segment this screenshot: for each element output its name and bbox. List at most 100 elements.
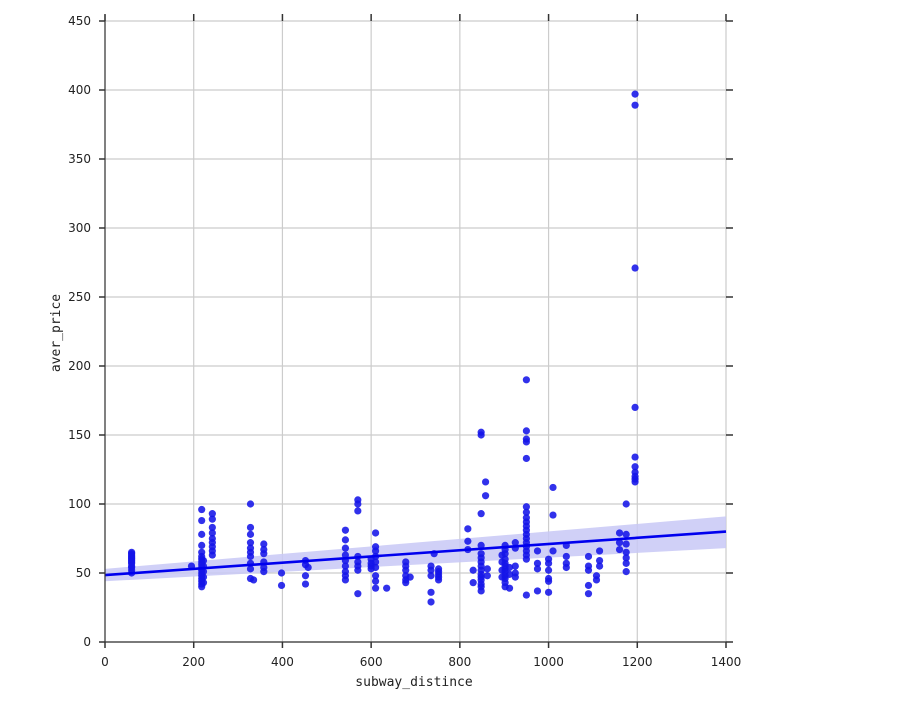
data-point bbox=[522, 438, 530, 446]
y-tick-label: 400 bbox=[68, 83, 91, 97]
data-point bbox=[592, 576, 601, 584]
data-point bbox=[631, 90, 639, 98]
regression-line-path bbox=[104, 530, 727, 577]
data-point bbox=[481, 492, 490, 500]
data-points bbox=[128, 90, 639, 606]
y-tick-label: 50 bbox=[76, 566, 91, 580]
data-point bbox=[402, 579, 410, 587]
y-axis-ticks: 0 50 100 150 200 250 300 350 400 450 bbox=[68, 14, 733, 649]
data-point bbox=[354, 507, 362, 515]
y-tick-label: 200 bbox=[68, 359, 91, 373]
x-tick-label: 600 bbox=[360, 655, 383, 669]
data-point bbox=[246, 523, 255, 532]
data-point bbox=[549, 547, 557, 555]
data-point bbox=[501, 550, 509, 558]
data-point bbox=[199, 573, 208, 581]
data-point bbox=[477, 541, 485, 550]
data-point bbox=[477, 587, 485, 595]
data-point bbox=[549, 511, 557, 519]
data-point bbox=[477, 510, 485, 518]
data-point bbox=[260, 550, 268, 558]
grid-lines bbox=[104, 20, 727, 643]
data-point bbox=[354, 590, 362, 598]
data-point bbox=[301, 580, 310, 588]
data-point bbox=[246, 500, 255, 508]
data-point bbox=[549, 483, 557, 492]
data-point bbox=[341, 562, 350, 570]
data-point bbox=[402, 566, 410, 574]
data-point bbox=[522, 591, 530, 599]
x-axis-ticks: 0 200 400 600 800 1000 1200 1400 bbox=[101, 14, 741, 669]
data-point bbox=[595, 562, 604, 570]
data-point bbox=[208, 515, 216, 523]
data-point bbox=[246, 552, 255, 561]
data-point bbox=[427, 588, 435, 596]
data-point bbox=[533, 587, 542, 595]
x-tick-label: 1200 bbox=[622, 655, 653, 669]
data-point bbox=[522, 508, 530, 516]
x-axis-label: subway_distince bbox=[355, 675, 473, 690]
data-point bbox=[511, 562, 519, 570]
data-point bbox=[533, 559, 542, 567]
data-point bbox=[505, 563, 514, 572]
data-point bbox=[371, 558, 380, 566]
x-tick-label: 1000 bbox=[533, 655, 564, 669]
data-point bbox=[544, 577, 553, 585]
data-point bbox=[208, 529, 216, 537]
x-tick-label: 200 bbox=[182, 655, 205, 669]
data-point bbox=[434, 576, 443, 584]
data-point bbox=[595, 556, 604, 565]
data-point bbox=[631, 478, 639, 486]
data-point bbox=[631, 101, 639, 109]
data-point bbox=[615, 529, 624, 537]
data-point bbox=[533, 547, 542, 555]
data-point bbox=[354, 566, 362, 574]
data-point bbox=[483, 565, 491, 573]
data-point bbox=[246, 565, 255, 573]
data-point bbox=[371, 577, 380, 585]
confidence-band-area bbox=[105, 516, 726, 582]
y-tick-label: 0 bbox=[83, 635, 91, 649]
data-point bbox=[427, 566, 435, 574]
data-point bbox=[631, 463, 639, 471]
data-point bbox=[464, 537, 472, 545]
data-point bbox=[304, 563, 312, 572]
data-point bbox=[631, 403, 639, 411]
data-point bbox=[622, 530, 630, 538]
data-point bbox=[631, 264, 639, 272]
data-point bbox=[615, 539, 624, 547]
data-point bbox=[584, 581, 593, 590]
x-tick-label: 800 bbox=[448, 655, 471, 669]
y-tick-label: 300 bbox=[68, 221, 91, 235]
data-point bbox=[481, 478, 490, 486]
x-tick-label: 400 bbox=[271, 655, 294, 669]
y-axis-label: aver_price bbox=[49, 294, 64, 372]
data-point bbox=[584, 590, 593, 598]
y-tick-label: 350 bbox=[68, 152, 91, 166]
data-point bbox=[260, 540, 268, 548]
data-point bbox=[198, 505, 206, 514]
data-point bbox=[371, 563, 380, 572]
data-point bbox=[622, 559, 630, 567]
data-point bbox=[427, 598, 435, 606]
data-point bbox=[246, 539, 255, 547]
data-point bbox=[199, 579, 208, 587]
data-point bbox=[301, 572, 310, 580]
data-point bbox=[469, 579, 477, 587]
data-point bbox=[522, 503, 530, 511]
data-point bbox=[469, 566, 477, 574]
data-point bbox=[522, 427, 530, 435]
data-point bbox=[406, 573, 414, 581]
data-point bbox=[562, 552, 570, 561]
data-point bbox=[477, 431, 485, 439]
data-point bbox=[622, 568, 630, 576]
data-point bbox=[354, 500, 362, 508]
data-point bbox=[544, 588, 553, 596]
data-point bbox=[584, 552, 593, 561]
data-point bbox=[199, 556, 208, 565]
data-point bbox=[208, 523, 216, 532]
data-point bbox=[198, 516, 206, 525]
data-point bbox=[371, 529, 380, 537]
y-tick-label: 150 bbox=[68, 428, 91, 442]
